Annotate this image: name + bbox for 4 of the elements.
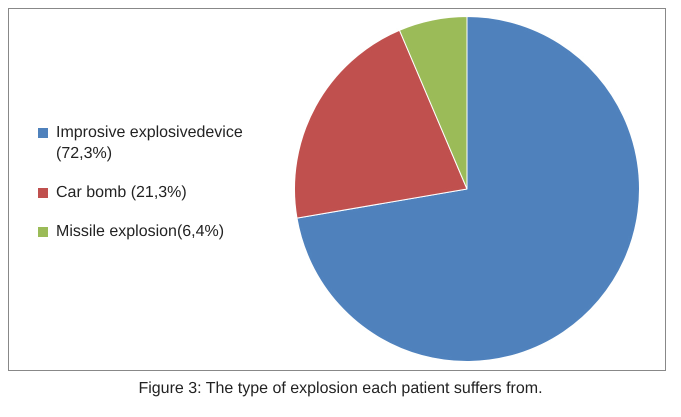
legend-label: Car bomb (21,3%) <box>56 183 187 203</box>
legend-label: Improsive explosivedevice (72,3%) <box>56 123 244 164</box>
legend-label: Missile explosion(6,4%) <box>56 222 224 242</box>
caption: Figure 3: The type of explosion each patient suffers from. <box>137 380 544 398</box>
